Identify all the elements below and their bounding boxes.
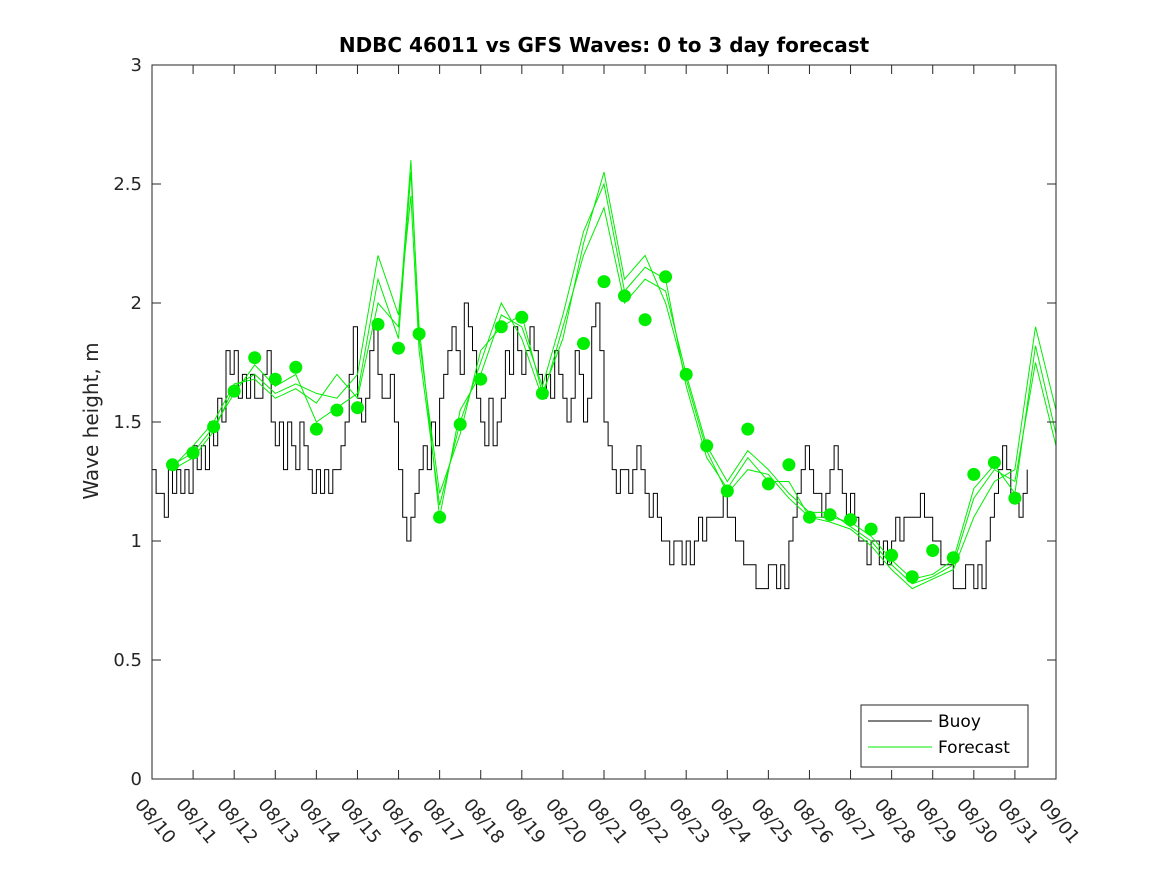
forecast-marker	[803, 510, 816, 524]
forecast-marker	[926, 544, 940, 557]
forecast-marker	[638, 313, 652, 327]
y-tick-label: 2	[131, 293, 142, 314]
y-tick-label: 0.5	[113, 650, 142, 671]
forecast-marker	[371, 317, 385, 331]
forecast-marker	[474, 372, 488, 386]
chart-title: NDBC 46011 vs GFS Waves: 0 to 3 day fore…	[339, 33, 870, 57]
y-axis-label: Wave height, m	[79, 342, 103, 499]
forecast-marker	[679, 367, 693, 381]
y-tick-label: 3	[131, 55, 142, 76]
forecast-marker	[535, 386, 549, 400]
forecast-marker	[659, 270, 673, 284]
legend-box	[860, 704, 1029, 768]
forecast-marker	[577, 337, 590, 350]
forecast-marker	[248, 351, 262, 365]
forecast-marker	[412, 327, 426, 341]
forecast-marker	[166, 458, 179, 472]
forecast-series-line-1	[172, 172, 1057, 580]
legend-buoy-label: Buoy	[938, 712, 981, 732]
forecast-marker	[186, 446, 200, 460]
forecast-marker	[905, 570, 919, 584]
forecast-marker	[453, 417, 467, 431]
forecast-marker	[741, 422, 755, 436]
forecast-marker	[946, 551, 960, 565]
forecast-marker	[351, 401, 364, 415]
forecast-marker	[700, 439, 714, 453]
legend: Buoy Forecast	[860, 704, 1029, 768]
forecast-marker	[885, 548, 899, 562]
forecast-marker	[227, 384, 241, 398]
forecast-marker	[309, 422, 323, 436]
forecast-marker	[967, 467, 981, 481]
forecast-marker	[618, 289, 631, 303]
forecast-marker	[207, 420, 221, 434]
forecast-marker	[392, 341, 405, 355]
forecast-series-line-2	[172, 195, 1057, 585]
forecast-marker	[864, 522, 878, 536]
forecast-marker	[782, 458, 796, 472]
forecast-marker	[494, 320, 508, 334]
forecast-marker	[844, 513, 857, 527]
y-tick-label: 0	[131, 769, 142, 790]
forecast-marker	[515, 310, 529, 324]
forecast-marker	[433, 510, 447, 524]
forecast-marker	[761, 477, 775, 491]
forecast-marker	[268, 372, 282, 386]
forecast-marker	[987, 456, 1001, 469]
buoy-series-line	[152, 302, 1028, 590]
y-tick-label: 1	[131, 531, 142, 552]
legend-forecast-label: Forecast	[938, 738, 1010, 758]
forecast-marker	[823, 508, 837, 522]
y-tick-label: 2.5	[113, 174, 142, 195]
forecast-marker	[1008, 491, 1022, 505]
forecast-series-line-3	[172, 160, 1057, 590]
forecast-marker	[289, 360, 303, 374]
forecast-marker	[597, 275, 611, 289]
y-tick-label: 1.5	[113, 412, 142, 433]
forecast-marker	[330, 403, 344, 417]
forecast-marker	[720, 484, 734, 498]
